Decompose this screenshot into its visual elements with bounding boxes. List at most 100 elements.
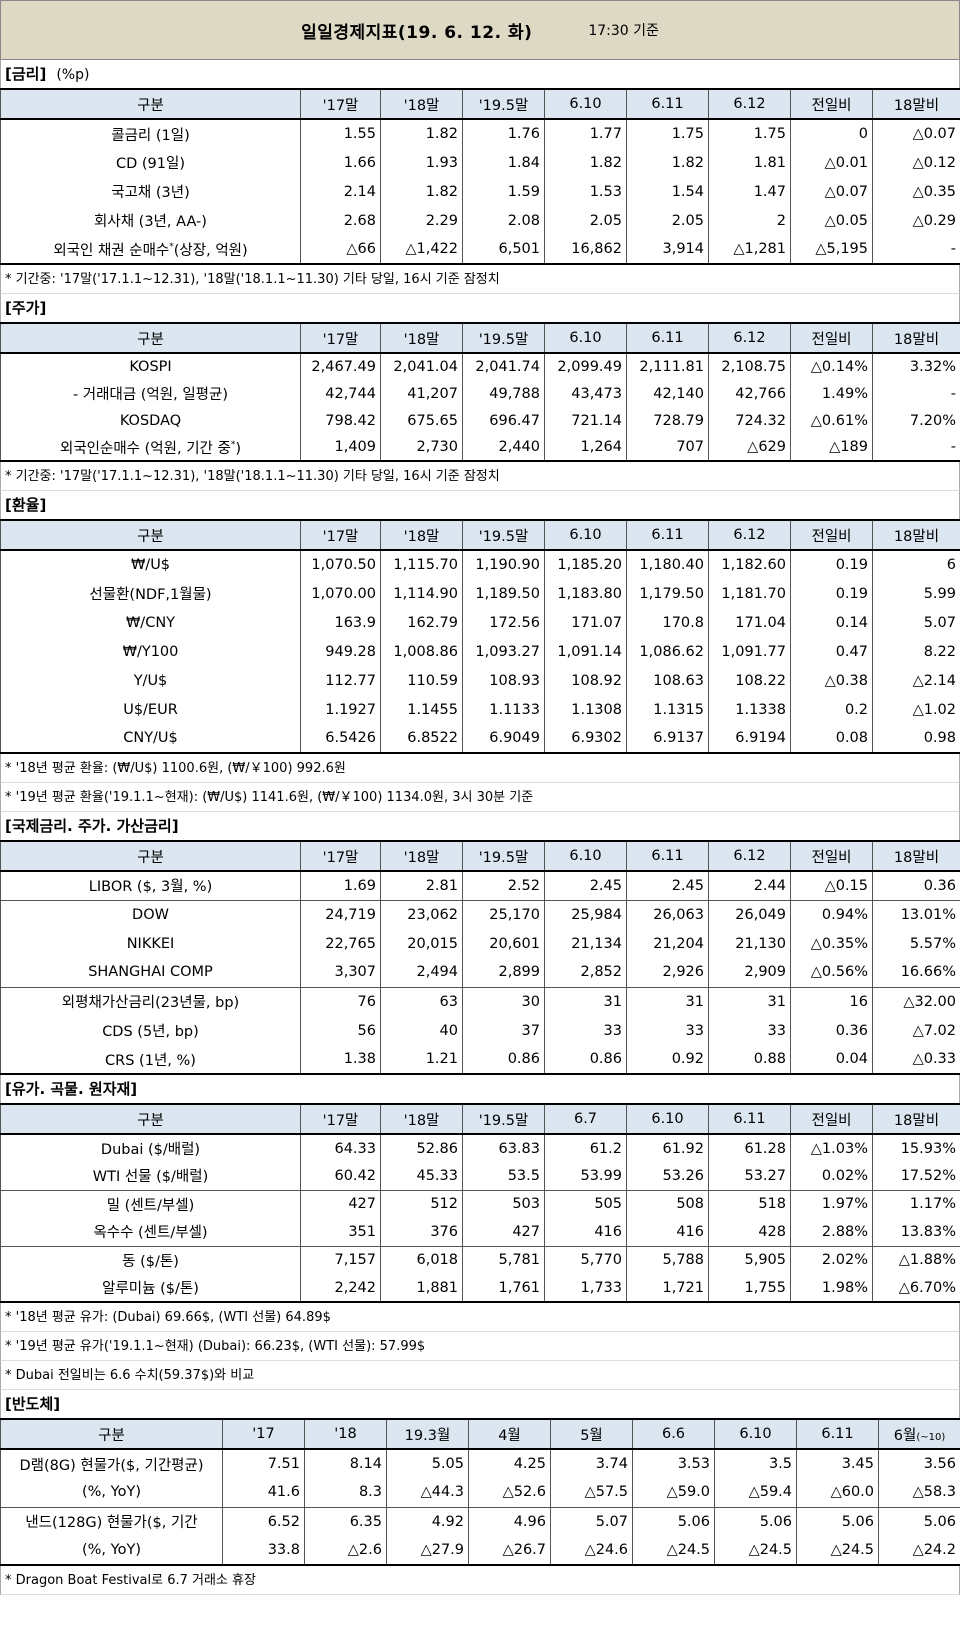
cell-value: 21,130 bbox=[708, 929, 791, 958]
cell-value: 108.63 bbox=[626, 666, 709, 695]
cell-value: 40 bbox=[380, 1016, 463, 1045]
cell-value: 1.1315 bbox=[626, 695, 709, 724]
column-header: '18말 bbox=[380, 1103, 463, 1135]
table-row: KOSPI 2,467.49 2,041.04 2,041.74 2,099.49 2,1… bbox=[0, 353, 960, 380]
cell-value: 1,115.70 bbox=[380, 550, 463, 579]
cell-value: 1,264 bbox=[544, 434, 627, 462]
cell-value: 1,180.40 bbox=[626, 550, 709, 579]
cell-value: △26.7 bbox=[468, 1536, 551, 1566]
column-header: '17말 bbox=[300, 840, 381, 872]
cell-value: 41.6 bbox=[222, 1478, 305, 1507]
cell-value: 2,041.04 bbox=[380, 353, 463, 380]
cell-value: 2.14 bbox=[300, 177, 381, 206]
column-header: '17말 bbox=[300, 1103, 381, 1135]
column-header: 18말비 bbox=[872, 840, 960, 872]
row-label: - 거래대금 (억원, 일평균) bbox=[0, 380, 301, 407]
row-label: 외국인순매수 (억원, 기간 중*) bbox=[0, 434, 301, 462]
commod-section-heading: [유가. 곡물. 원자재] bbox=[0, 1075, 960, 1103]
table-row: CNY/U$ 6.5426 6.8522 6.9049 6.9302 6.9137 6.91… bbox=[0, 724, 960, 754]
table-row: KOSDAQ 798.42 675.65 696.47 721.14 728.79 724.… bbox=[0, 407, 960, 434]
cell-value: 2.88% bbox=[790, 1218, 873, 1246]
cell-value: 3,914 bbox=[626, 235, 709, 265]
cell-value: 8.22 bbox=[872, 637, 960, 666]
cell-value: 427 bbox=[462, 1218, 545, 1246]
cell-value: 21,204 bbox=[626, 929, 709, 958]
cell-value: 1.75 bbox=[626, 119, 709, 148]
column-header: 전일비 bbox=[790, 322, 873, 354]
table-row: (%, YoY) 33.8 △2.6 △27.9 △26.7 △24.6 △24.5 △24.… bbox=[0, 1536, 960, 1566]
cell-value: 24,719 bbox=[300, 899, 381, 929]
cell-value: 8.3 bbox=[304, 1478, 387, 1507]
cell-value: 1,008.86 bbox=[380, 637, 463, 666]
column-header: 18말비 bbox=[872, 322, 960, 354]
cell-value: 171.07 bbox=[544, 608, 627, 637]
interest-section-heading: [금리] (%p) bbox=[0, 60, 960, 88]
row-label: KOSPI bbox=[0, 353, 301, 380]
cell-value: △0.35 bbox=[872, 177, 960, 206]
cell-value: 3.45 bbox=[796, 1449, 879, 1478]
row-label: (%, YoY) bbox=[0, 1478, 223, 1507]
cell-value: 1.69 bbox=[300, 871, 381, 900]
row-label: Dubai ($/배럴) bbox=[0, 1134, 301, 1162]
cell-value: 0.19 bbox=[790, 550, 873, 579]
cell-value: 0.86 bbox=[544, 1045, 627, 1075]
cell-value: 376 bbox=[380, 1218, 463, 1246]
cell-value: 53.27 bbox=[708, 1162, 791, 1190]
fx-table: 구분 '17말 '18말 '19.5말 6.10 6.11 6.12 전일비 18말비 ₩/U$ 1… bbox=[0, 519, 960, 754]
cell-value: 13.01% bbox=[872, 899, 960, 929]
cell-value: 5.57% bbox=[872, 929, 960, 958]
cell-value: 0.14 bbox=[790, 608, 873, 637]
row-label: CDS (5년, bp) bbox=[0, 1016, 301, 1045]
row-label: 알루미늄 ($/톤) bbox=[0, 1274, 301, 1303]
row-label: CD (91일) bbox=[0, 148, 301, 177]
cell-value: 0.19 bbox=[790, 579, 873, 608]
column-header: 6.11 bbox=[626, 322, 709, 354]
cell-value: 20,015 bbox=[380, 929, 463, 958]
cell-value: 2,242 bbox=[300, 1274, 381, 1303]
stock-header-row: 구분 '17말 '18말 '19.5말 6.10 6.11 6.12 전일비 18말비 bbox=[0, 322, 960, 354]
cell-value: △59.0 bbox=[632, 1478, 715, 1507]
interest-note: * 기간중: '17말('17.1.1~12.31), '18말('18.1.1… bbox=[0, 265, 960, 294]
row-label: 국고채 (3년) bbox=[0, 177, 301, 206]
cell-value: 2,111.81 bbox=[626, 353, 709, 380]
table-row: DOW 24,719 23,062 25,170 25,984 26,063 26,049 0… bbox=[0, 899, 960, 929]
cell-value: △5,195 bbox=[790, 235, 873, 265]
cell-value: △44.3 bbox=[386, 1478, 469, 1507]
row-label: CRS (1년, %) bbox=[0, 1045, 301, 1075]
table-row: Dubai ($/배럴) 64.33 52.86 63.83 61.2 61.92 61.2… bbox=[0, 1134, 960, 1162]
row-label: DOW bbox=[0, 899, 301, 929]
row-label: ₩/CNY bbox=[0, 608, 301, 637]
cell-value: 162.79 bbox=[380, 608, 463, 637]
cell-value: 1,409 bbox=[300, 434, 381, 462]
table-row: 옥수수 (센트/부셀) 351 376 427 416 416 428 2.88% 13.83% bbox=[0, 1218, 960, 1246]
cell-value: 2.52 bbox=[462, 871, 545, 900]
row-label: 밀 (센트/부셀) bbox=[0, 1189, 301, 1218]
column-header: 6.11 bbox=[626, 519, 709, 551]
intl-section-heading: [국제금리. 주가. 가산금리] bbox=[0, 812, 960, 840]
column-header: 6.10 bbox=[544, 840, 627, 872]
column-header: 18말비 bbox=[872, 1103, 960, 1135]
cell-value: 4.25 bbox=[468, 1449, 551, 1478]
row-label: D램(8G) 현물가($, 기간평균) bbox=[0, 1449, 223, 1478]
table-row: - 거래대금 (억원, 일평균) 42,744 41,207 49,788 43,473… bbox=[0, 380, 960, 407]
cell-value: 1.21 bbox=[380, 1045, 463, 1075]
cell-value: 5.06 bbox=[632, 1506, 715, 1536]
table-row: 알루미늄 ($/톤) 2,242 1,881 1,761 1,733 1,721 1,755… bbox=[0, 1274, 960, 1303]
cell-value: - bbox=[872, 434, 960, 462]
column-header: 6.10 bbox=[626, 1103, 709, 1135]
cell-value: 16.66% bbox=[872, 958, 960, 987]
cell-value: 64.33 bbox=[300, 1134, 381, 1162]
cell-value: 42,140 bbox=[626, 380, 709, 407]
cell-value: 45.33 bbox=[380, 1162, 463, 1190]
interest-unit: (%p) bbox=[56, 67, 90, 83]
column-header: 6.10 bbox=[544, 88, 627, 120]
column-header: 5월 bbox=[550, 1418, 633, 1450]
cell-value: △58.3 bbox=[878, 1478, 960, 1507]
cell-value: 416 bbox=[544, 1218, 627, 1246]
cell-value: 1.97% bbox=[790, 1189, 873, 1218]
cell-value: 2,467.49 bbox=[300, 353, 381, 380]
table-row: ₩/U$ 1,070.50 1,115.70 1,190.90 1,185.20 1,18… bbox=[0, 550, 960, 579]
cell-value: △59.4 bbox=[714, 1478, 797, 1507]
table-row: ₩/CNY 163.9 162.79 172.56 171.07 170.8 171.04 0… bbox=[0, 608, 960, 637]
cell-value: 427 bbox=[300, 1189, 381, 1218]
